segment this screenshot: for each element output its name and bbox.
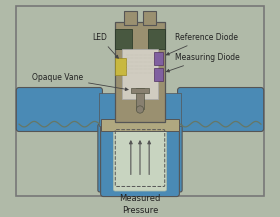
Text: Reference Diode: Reference Diode bbox=[166, 33, 238, 55]
Bar bbox=[99, 93, 181, 126]
Text: Opaque Vane: Opaque Vane bbox=[32, 73, 128, 90]
Bar bbox=[115, 29, 132, 49]
FancyBboxPatch shape bbox=[178, 87, 264, 132]
Bar bbox=[115, 58, 126, 75]
FancyBboxPatch shape bbox=[98, 124, 182, 192]
Bar bbox=[131, 88, 149, 93]
Bar bbox=[101, 119, 179, 132]
FancyBboxPatch shape bbox=[101, 123, 179, 197]
Text: LED: LED bbox=[92, 33, 118, 58]
Bar bbox=[154, 52, 163, 65]
Bar bbox=[154, 68, 163, 81]
Text: Measured
Pressure: Measured Pressure bbox=[119, 194, 161, 215]
Text: Measuring Diode: Measuring Diode bbox=[166, 53, 240, 72]
FancyBboxPatch shape bbox=[113, 128, 167, 191]
FancyBboxPatch shape bbox=[106, 184, 174, 195]
Bar bbox=[148, 29, 165, 49]
Bar bbox=[143, 11, 157, 25]
Circle shape bbox=[136, 106, 144, 113]
Bar bbox=[122, 49, 158, 99]
Bar bbox=[115, 21, 165, 122]
Bar bbox=[136, 88, 144, 108]
Bar bbox=[123, 11, 137, 25]
FancyBboxPatch shape bbox=[16, 87, 102, 132]
